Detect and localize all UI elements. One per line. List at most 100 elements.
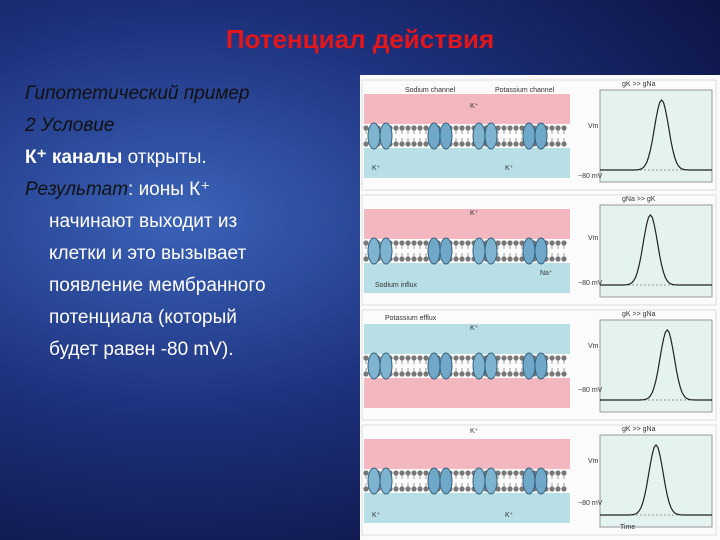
figure-label: Vm: [588, 235, 599, 242]
lipid-head: [459, 355, 465, 361]
lipid-head: [519, 470, 525, 476]
lipid-head: [465, 371, 471, 377]
lipid-head: [399, 355, 405, 361]
lipid-head: [459, 125, 465, 131]
lipid-head: [417, 256, 423, 262]
channel: [439, 237, 453, 265]
figure-label: K⁺: [470, 325, 479, 332]
lipid-head: [423, 486, 429, 492]
lipid-head: [501, 470, 507, 476]
lipid-head: [411, 371, 417, 377]
lipid-head: [561, 355, 567, 361]
lipid-head: [465, 256, 471, 262]
lead: Результат: [25, 179, 129, 200]
lipid-head: [363, 141, 369, 147]
lipid-head: [453, 256, 459, 262]
lipid-head: [513, 470, 519, 476]
bullet-list: Гипотетический пример 2 Условие К⁺ канал…: [25, 78, 355, 366]
lipid-head: [459, 486, 465, 492]
lipid-head: [501, 141, 507, 147]
lipid-head: [513, 240, 519, 246]
lipid-head: [423, 470, 429, 476]
channel: [472, 237, 486, 265]
channel: [427, 467, 441, 495]
lipid-head: [555, 141, 561, 147]
lipid-head: [561, 470, 567, 476]
lipid-head: [519, 486, 525, 492]
lipid-head: [423, 141, 429, 147]
lipid-head: [411, 355, 417, 361]
lipid-head: [399, 141, 405, 147]
lipid-head: [423, 371, 429, 377]
lipid-head: [549, 141, 555, 147]
intracellular: [364, 263, 570, 293]
figure-label: K⁺: [470, 210, 479, 217]
lipid-head: [423, 125, 429, 131]
lipid-head: [453, 470, 459, 476]
intracellular: [364, 148, 570, 178]
lipid-head: [453, 125, 459, 131]
lipid-head: [513, 371, 519, 377]
lipid-head: [465, 240, 471, 246]
figure-label: −80 mV: [578, 500, 603, 507]
lipid-head: [411, 256, 417, 262]
figure-label: Na⁺: [540, 270, 553, 277]
lipid-head: [555, 486, 561, 492]
figure-label: gNa >> gK: [622, 196, 656, 203]
lipid-head: [453, 240, 459, 246]
channel: [439, 467, 453, 495]
lipid-head: [393, 256, 399, 262]
channel: [367, 352, 381, 380]
lipid-head: [423, 256, 429, 262]
lipid-head: [507, 240, 513, 246]
lipid-head: [501, 355, 507, 361]
lipid-head: [453, 371, 459, 377]
extracellular: [364, 209, 570, 239]
lipid-head: [465, 470, 471, 476]
potential-curve: [600, 329, 712, 401]
lipid-head: [459, 240, 465, 246]
panel-border: [361, 309, 717, 421]
lipid-head: [513, 486, 519, 492]
lipid-head: [561, 240, 567, 246]
potential-curve: [600, 214, 712, 286]
channel: [522, 352, 536, 380]
lipid-head: [405, 240, 411, 246]
lipid-head: [507, 125, 513, 131]
graph-box: [599, 434, 713, 528]
figure-label: −80 mV: [578, 387, 603, 394]
line: клетки и это вызывает: [49, 243, 247, 264]
lipid-head: [507, 371, 513, 377]
panel-border: [361, 424, 717, 536]
lipid-head: [501, 486, 507, 492]
bullet: Гипотетический пример: [25, 83, 250, 104]
lipid-head: [405, 125, 411, 131]
intracellular: [364, 493, 570, 523]
lipid-head: [411, 125, 417, 131]
figure-label: K⁺: [372, 165, 381, 172]
extracellular: [364, 439, 570, 469]
lipid-head: [393, 355, 399, 361]
lipid-head: [405, 486, 411, 492]
lipid-head: [393, 240, 399, 246]
lipid-head: [459, 371, 465, 377]
channel: [367, 237, 381, 265]
lipid-head: [393, 125, 399, 131]
lipid-head: [363, 125, 369, 131]
lipid-head: [495, 371, 501, 377]
figure-label: Potassium efflux: [385, 315, 437, 322]
lipid-head: [519, 371, 525, 377]
lipid-head: [507, 141, 513, 147]
lipid-head: [519, 256, 525, 262]
bullet: Результат: ионы К⁺: [25, 174, 355, 206]
lipid-head: [495, 240, 501, 246]
lipid-head: [465, 486, 471, 492]
lipid-head: [411, 470, 417, 476]
title: Потенциал действия: [225, 24, 495, 54]
graph-box: [599, 89, 713, 183]
lipid-head: [513, 141, 519, 147]
lipid-head: [465, 125, 471, 131]
lipid-head: [363, 486, 369, 492]
lipid-head: [459, 256, 465, 262]
lipid-head: [417, 371, 423, 377]
